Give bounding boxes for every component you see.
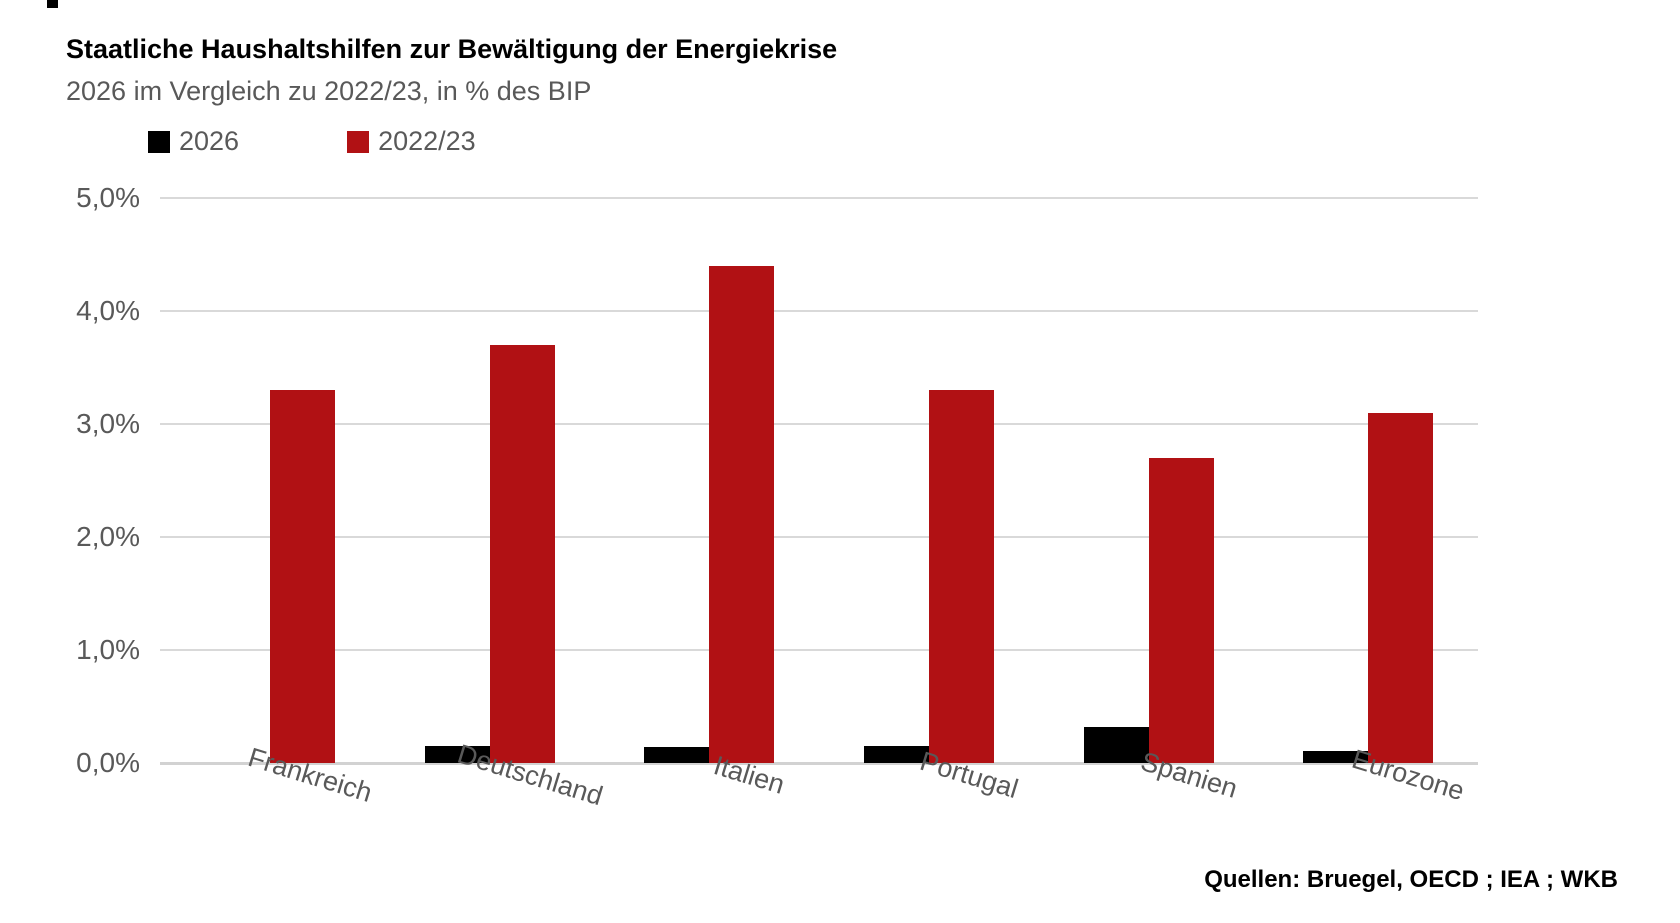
source-note: Quellen: Bruegel, OECD ; IEA ; WKB <box>1204 866 1618 893</box>
legend: 2026 2022/23 <box>148 126 476 157</box>
top-left-artifact-mark <box>47 0 58 8</box>
chart-subtitle: 2026 im Vergleich zu 2022/23, in % des B… <box>66 76 592 106</box>
bar-group-spanien <box>1039 198 1259 763</box>
bar-2026-spanien <box>1084 727 1149 763</box>
y-tick-label: 4,0% <box>76 295 140 326</box>
x-axis-line <box>160 762 1478 765</box>
bar-group-frankreich <box>160 198 380 763</box>
bar-2022-23-portugal <box>929 390 994 763</box>
bar-2026-italien <box>644 747 709 763</box>
legend-label-2022-23: 2022/23 <box>378 126 476 156</box>
chart-title: Staatliche Haushaltshilfen zur Bewältigu… <box>66 34 838 64</box>
y-tick-label: 2,0% <box>76 521 140 552</box>
y-gridline <box>160 536 1478 538</box>
legend-label-2026: 2026 <box>179 126 240 156</box>
y-tick-label: 0,0% <box>76 747 140 778</box>
y-gridline <box>160 310 1478 312</box>
bar-2022-23-eurozone <box>1368 413 1433 763</box>
bar-2022-23-deutschland <box>490 345 555 763</box>
bar-2022-23-frankreich <box>270 390 335 763</box>
bar-group-eurozone <box>1258 198 1478 763</box>
bar-2026-eurozone <box>1303 751 1368 763</box>
bar-2022-23-italien <box>709 266 774 763</box>
bar-2022-23-spanien <box>1149 458 1214 763</box>
y-tick-label: 1,0% <box>76 634 140 665</box>
bar-group-deutschland <box>380 198 600 763</box>
y-gridline <box>160 197 1478 199</box>
bar-group-portugal <box>819 198 1039 763</box>
bar-2026-portugal <box>864 746 929 763</box>
y-gridline <box>160 423 1478 425</box>
y-gridline <box>160 649 1478 651</box>
bar-2026-deutschland <box>425 746 490 763</box>
legend-item-2022-23: 2022/23 <box>347 126 476 157</box>
legend-swatch-2022-23 <box>347 130 370 153</box>
legend-swatch-2026 <box>148 130 170 153</box>
legend-item-2026: 2026 <box>148 126 239 157</box>
y-tick-label: 5,0% <box>76 182 140 213</box>
bar-group-italien <box>599 198 819 763</box>
y-tick-label: 3,0% <box>76 408 140 439</box>
